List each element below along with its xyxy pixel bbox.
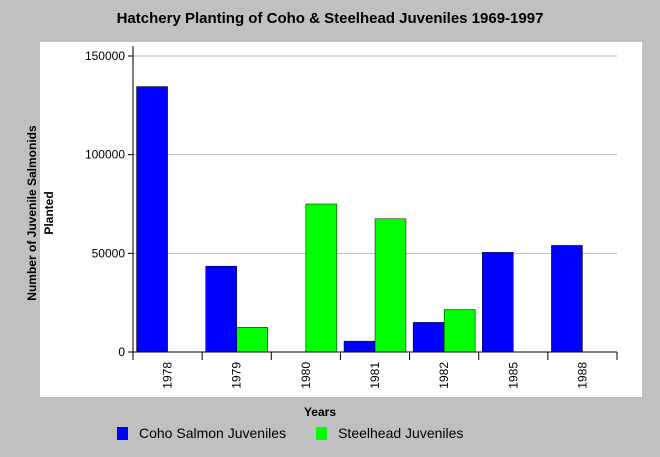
bar-coho-salmon-juveniles (343, 340, 376, 353)
legend-swatch (117, 426, 128, 440)
y-tick-label: 100000 (85, 148, 125, 162)
legend-swatch (316, 426, 328, 440)
y-tick-label: 150000 (85, 49, 125, 63)
y-axis-title-line: Planted (42, 191, 56, 234)
y-axis-title: Number of Juvenile Salmonids Planted (25, 125, 56, 301)
legend-item: Steelhead Juveniles (316, 425, 463, 441)
bar-steelhead-juveniles (236, 327, 268, 353)
bar-coho-salmon-juveniles (205, 265, 237, 353)
x-tick-label: 1979 (230, 362, 244, 389)
tick-labels: 0 50000 100000 150000 1978 1979 1980 1981 1982 19… (85, 49, 618, 389)
x-tick-label: 1981 (368, 362, 382, 389)
bar-steelhead-juveniles (374, 218, 407, 353)
legend-label: Steelhead Juveniles (338, 425, 464, 441)
x-tick-label: 1982 (437, 362, 451, 389)
legend: Coho Salmon Juveniles Steelhead Juveniles (117, 424, 493, 442)
x-tick-label: 1985 (506, 362, 520, 389)
bar-coho-salmon-juveniles (412, 322, 445, 353)
bar-steelhead-juveniles (305, 203, 338, 353)
legend-label: Coho Salmon Juveniles (139, 425, 287, 441)
bar-coho-salmon-juveniles (551, 245, 583, 353)
bars (136, 86, 583, 353)
x-tick-label: 1988 (575, 362, 589, 389)
y-tick-label: 0 (118, 345, 125, 359)
bar-coho-salmon-juveniles (482, 252, 514, 353)
chart-title: Hatchery Planting of Coho & Steelhead Ju… (116, 10, 544, 27)
bar-steelhead-juveniles (443, 309, 476, 353)
x-tick-label: 1978 (161, 362, 175, 389)
x-tick-label: 1980 (299, 362, 313, 389)
legend-item: Coho Salmon Juveniles (117, 425, 286, 441)
axes (132, 46, 617, 353)
y-axis-title-line: Number of Juvenile Salmonids (25, 125, 39, 301)
y-tick-label: 50000 (92, 246, 126, 260)
x-axis-title: Years (304, 405, 336, 419)
bar-coho-salmon-juveniles (136, 86, 168, 353)
